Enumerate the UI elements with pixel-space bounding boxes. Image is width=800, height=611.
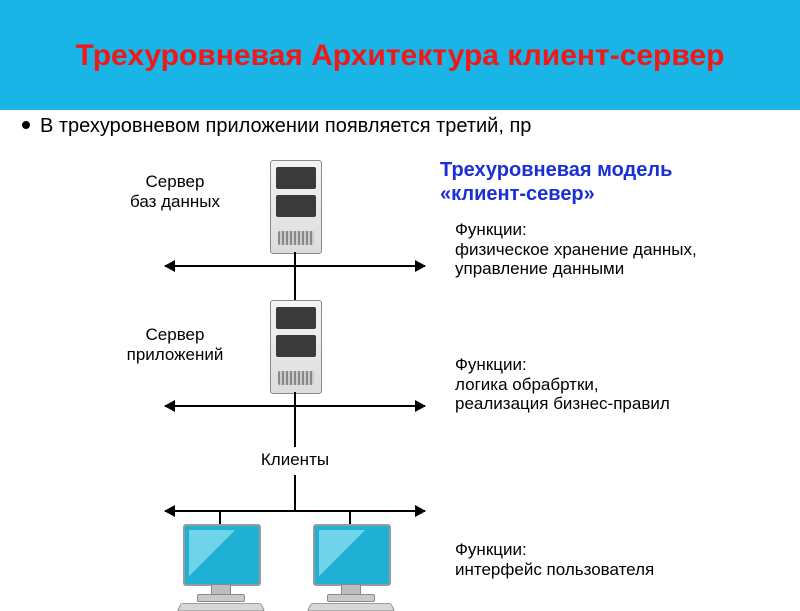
clients-functions: Функции:интерфейс пользователя	[455, 540, 715, 579]
title-banner: Трехуровневая Архитектура клиент-сервер	[0, 0, 800, 110]
connector	[294, 252, 296, 265]
bullet-text: В трехуровневом приложении появляется тр…	[40, 115, 531, 137]
connector	[219, 512, 221, 524]
connector	[349, 512, 351, 524]
intro-bullet: В трехуровневом приложении появляется тр…	[22, 115, 782, 138]
connector	[294, 475, 296, 510]
db-server-label: Сервербаз данных	[100, 172, 250, 211]
connector	[294, 392, 296, 405]
page-title: Трехуровневая Архитектура клиент-сервер	[76, 39, 725, 72]
app-server-icon	[270, 300, 322, 394]
app-server-label: Серверприложений	[100, 325, 250, 364]
diagram-heading: Трехуровневая модель «клиент-север»	[440, 158, 720, 206]
clients-label: Клиенты	[245, 450, 345, 470]
client-workstation-icon	[305, 524, 395, 609]
bullet-dot-icon	[22, 121, 30, 129]
connector	[294, 267, 296, 300]
client-workstation-icon	[175, 524, 265, 609]
connector	[294, 407, 296, 447]
diagram: Трехуровневая модель «клиент-север» Серв…	[60, 150, 740, 580]
db-server-icon	[270, 160, 322, 254]
network-bus-3	[165, 510, 425, 512]
app-server-functions: Функции:логика обрабртки,реализация бизн…	[455, 355, 715, 414]
db-server-functions: Функции:физическое хранение данных, упра…	[455, 220, 715, 279]
